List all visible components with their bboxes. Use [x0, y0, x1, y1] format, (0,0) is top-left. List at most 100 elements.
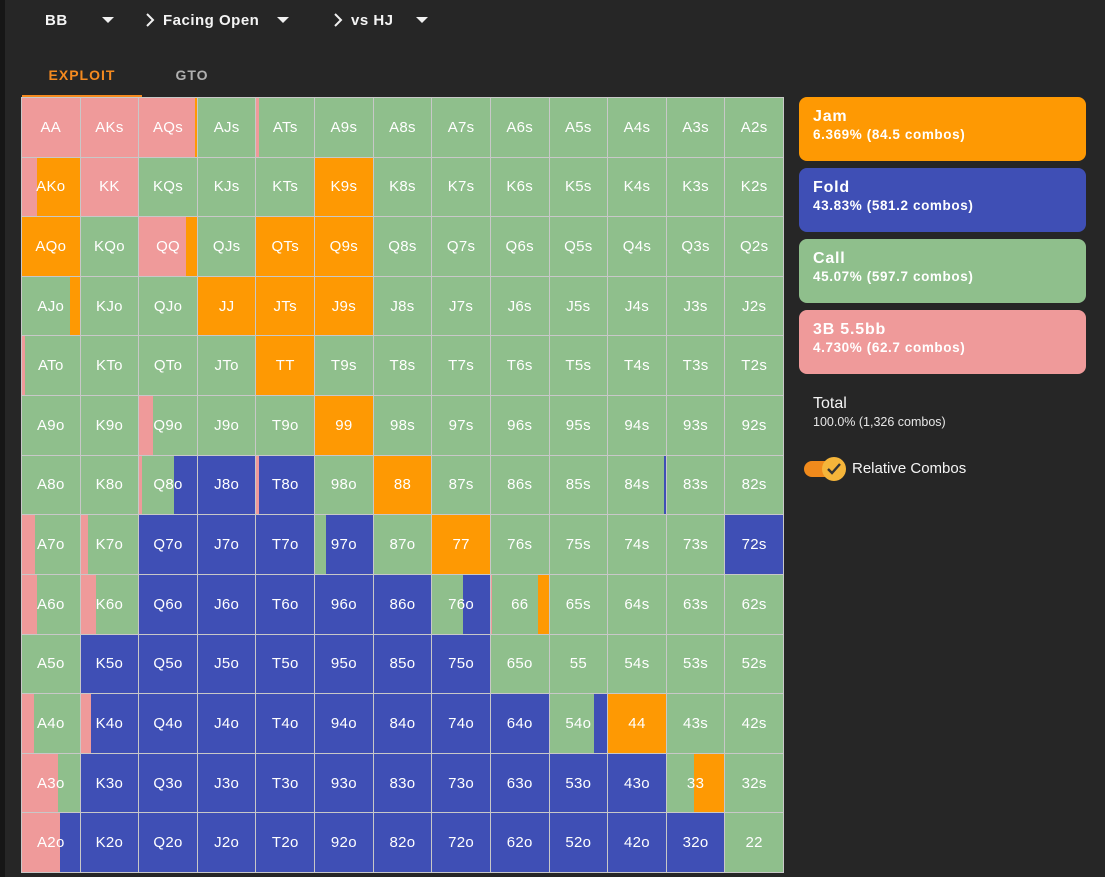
hand-cell-32o[interactable]: 32o: [666, 813, 725, 872]
hand-cell-K4o[interactable]: K4o: [80, 694, 139, 753]
hand-cell-95s[interactable]: 95s: [549, 396, 608, 455]
hand-cell-AJs[interactable]: AJs: [197, 98, 256, 157]
hand-cell-T5s[interactable]: T5s: [549, 336, 608, 396]
hand-cell-22[interactable]: 22: [725, 813, 783, 872]
hand-cell-52s[interactable]: 52s: [725, 634, 783, 694]
hand-cell-AQo[interactable]: AQo: [22, 217, 80, 276]
hand-cell-AKo[interactable]: AKo: [22, 157, 80, 217]
hand-cell-Q8o[interactable]: Q8o: [139, 455, 197, 515]
hand-cell-54s[interactable]: 54s: [608, 634, 666, 694]
hand-cell-99[interactable]: 99: [315, 396, 373, 455]
hand-cell-95o[interactable]: 95o: [315, 634, 373, 694]
hand-cell-T3s[interactable]: T3s: [666, 336, 725, 396]
hand-cell-T6o[interactable]: T6o: [256, 574, 315, 634]
hand-cell-66[interactable]: 66: [490, 574, 549, 634]
hand-cell-T6s[interactable]: T6s: [490, 336, 549, 396]
hand-cell-K6o[interactable]: K6o: [80, 574, 139, 634]
hand-cell-A6o[interactable]: A6o: [22, 574, 80, 634]
tab-exploit[interactable]: EXPLOIT: [22, 55, 142, 97]
hand-cell-K8s[interactable]: K8s: [373, 157, 432, 217]
hand-cell-K5s[interactable]: K5s: [549, 157, 608, 217]
hand-cell-A6s[interactable]: A6s: [490, 98, 549, 157]
hand-cell-65o[interactable]: 65o: [490, 634, 549, 694]
hand-cell-KQo[interactable]: KQo: [80, 217, 139, 276]
hand-cell-96s[interactable]: 96s: [490, 396, 549, 455]
action-card-jam[interactable]: Jam 6.369% (84.5 combos): [799, 97, 1086, 161]
hand-cell-A7o[interactable]: A7o: [22, 515, 80, 574]
hand-cell-53o[interactable]: 53o: [549, 753, 608, 813]
hand-cell-83s[interactable]: 83s: [666, 455, 725, 515]
hand-cell-T9s[interactable]: T9s: [315, 336, 373, 396]
hand-cell-Q7o[interactable]: Q7o: [139, 515, 197, 574]
hand-cell-82o[interactable]: 82o: [373, 813, 432, 872]
hand-cell-77[interactable]: 77: [432, 515, 490, 574]
hand-cell-A7s[interactable]: A7s: [432, 98, 490, 157]
hand-cell-K2s[interactable]: K2s: [725, 157, 783, 217]
hand-cell-QTs[interactable]: QTs: [256, 217, 315, 276]
hand-cell-62s[interactable]: 62s: [725, 574, 783, 634]
hand-cell-A2s[interactable]: A2s: [725, 98, 783, 157]
hand-cell-A4o[interactable]: A4o: [22, 694, 80, 753]
hand-cell-J9s[interactable]: J9s: [315, 276, 373, 336]
hand-cell-33[interactable]: 33: [666, 753, 725, 813]
hand-cell-A2o[interactable]: A2o: [22, 813, 80, 872]
hand-cell-J2o[interactable]: J2o: [197, 813, 256, 872]
hand-cell-43s[interactable]: 43s: [666, 694, 725, 753]
tab-gto[interactable]: GTO: [152, 55, 232, 95]
hand-cell-65s[interactable]: 65s: [549, 574, 608, 634]
hand-cell-Q4o[interactable]: Q4o: [139, 694, 197, 753]
hand-cell-85o[interactable]: 85o: [373, 634, 432, 694]
hand-cell-JTs[interactable]: JTs: [256, 276, 315, 336]
hand-cell-T7o[interactable]: T7o: [256, 515, 315, 574]
hand-cell-QTo[interactable]: QTo: [139, 336, 197, 396]
hand-cell-44[interactable]: 44: [608, 694, 666, 753]
hand-cell-98o[interactable]: 98o: [315, 455, 373, 515]
hand-cell-JJ[interactable]: JJ: [197, 276, 256, 336]
hand-cell-94o[interactable]: 94o: [315, 694, 373, 753]
hand-cell-97s[interactable]: 97s: [432, 396, 490, 455]
hand-cell-T4s[interactable]: T4s: [608, 336, 666, 396]
hand-cell-94s[interactable]: 94s: [608, 396, 666, 455]
hand-cell-88[interactable]: 88: [373, 455, 432, 515]
hand-cell-72s[interactable]: 72s: [725, 515, 783, 574]
hand-cell-93o[interactable]: 93o: [315, 753, 373, 813]
hand-cell-K3s[interactable]: K3s: [666, 157, 725, 217]
hand-cell-J5s[interactable]: J5s: [549, 276, 608, 336]
hand-cell-Q2o[interactable]: Q2o: [139, 813, 197, 872]
hand-cell-JTo[interactable]: JTo: [197, 336, 256, 396]
hand-cell-A9o[interactable]: A9o: [22, 396, 80, 455]
hand-cell-J7o[interactable]: J7o: [197, 515, 256, 574]
hand-cell-62o[interactable]: 62o: [490, 813, 549, 872]
hand-cell-KJo[interactable]: KJo: [80, 276, 139, 336]
hand-cell-76s[interactable]: 76s: [490, 515, 549, 574]
hand-cell-Q5s[interactable]: Q5s: [549, 217, 608, 276]
hand-cell-QJs[interactable]: QJs: [197, 217, 256, 276]
hand-cell-73s[interactable]: 73s: [666, 515, 725, 574]
hand-cell-K9s[interactable]: K9s: [315, 157, 373, 217]
hand-cell-55[interactable]: 55: [549, 634, 608, 694]
opponent-selector[interactable]: vs HJ: [333, 0, 428, 40]
action-card-3bet[interactable]: 3B 5.5bb 4.730% (62.7 combos): [799, 310, 1086, 374]
hand-cell-A3s[interactable]: A3s: [666, 98, 725, 157]
hand-cell-K8o[interactable]: K8o: [80, 455, 139, 515]
hand-cell-Q6s[interactable]: Q6s: [490, 217, 549, 276]
hand-cell-A3o[interactable]: A3o: [22, 753, 80, 813]
hand-cell-T7s[interactable]: T7s: [432, 336, 490, 396]
hand-cell-KTs[interactable]: KTs: [256, 157, 315, 217]
hand-cell-74s[interactable]: 74s: [608, 515, 666, 574]
hand-cell-Q6o[interactable]: Q6o: [139, 574, 197, 634]
hand-cell-87o[interactable]: 87o: [373, 515, 432, 574]
hand-cell-T5o[interactable]: T5o: [256, 634, 315, 694]
hand-cell-73o[interactable]: 73o: [432, 753, 490, 813]
hand-cell-J3s[interactable]: J3s: [666, 276, 725, 336]
hand-cell-75o[interactable]: 75o: [432, 634, 490, 694]
hand-cell-K3o[interactable]: K3o: [80, 753, 139, 813]
hand-cell-A5o[interactable]: A5o: [22, 634, 80, 694]
hand-cell-43o[interactable]: 43o: [608, 753, 666, 813]
hand-cell-AKs[interactable]: AKs: [80, 98, 139, 157]
hand-cell-84s[interactable]: 84s: [608, 455, 666, 515]
hand-cell-84o[interactable]: 84o: [373, 694, 432, 753]
hand-cell-53s[interactable]: 53s: [666, 634, 725, 694]
hand-cell-Q9s[interactable]: Q9s: [315, 217, 373, 276]
hand-cell-T9o[interactable]: T9o: [256, 396, 315, 455]
